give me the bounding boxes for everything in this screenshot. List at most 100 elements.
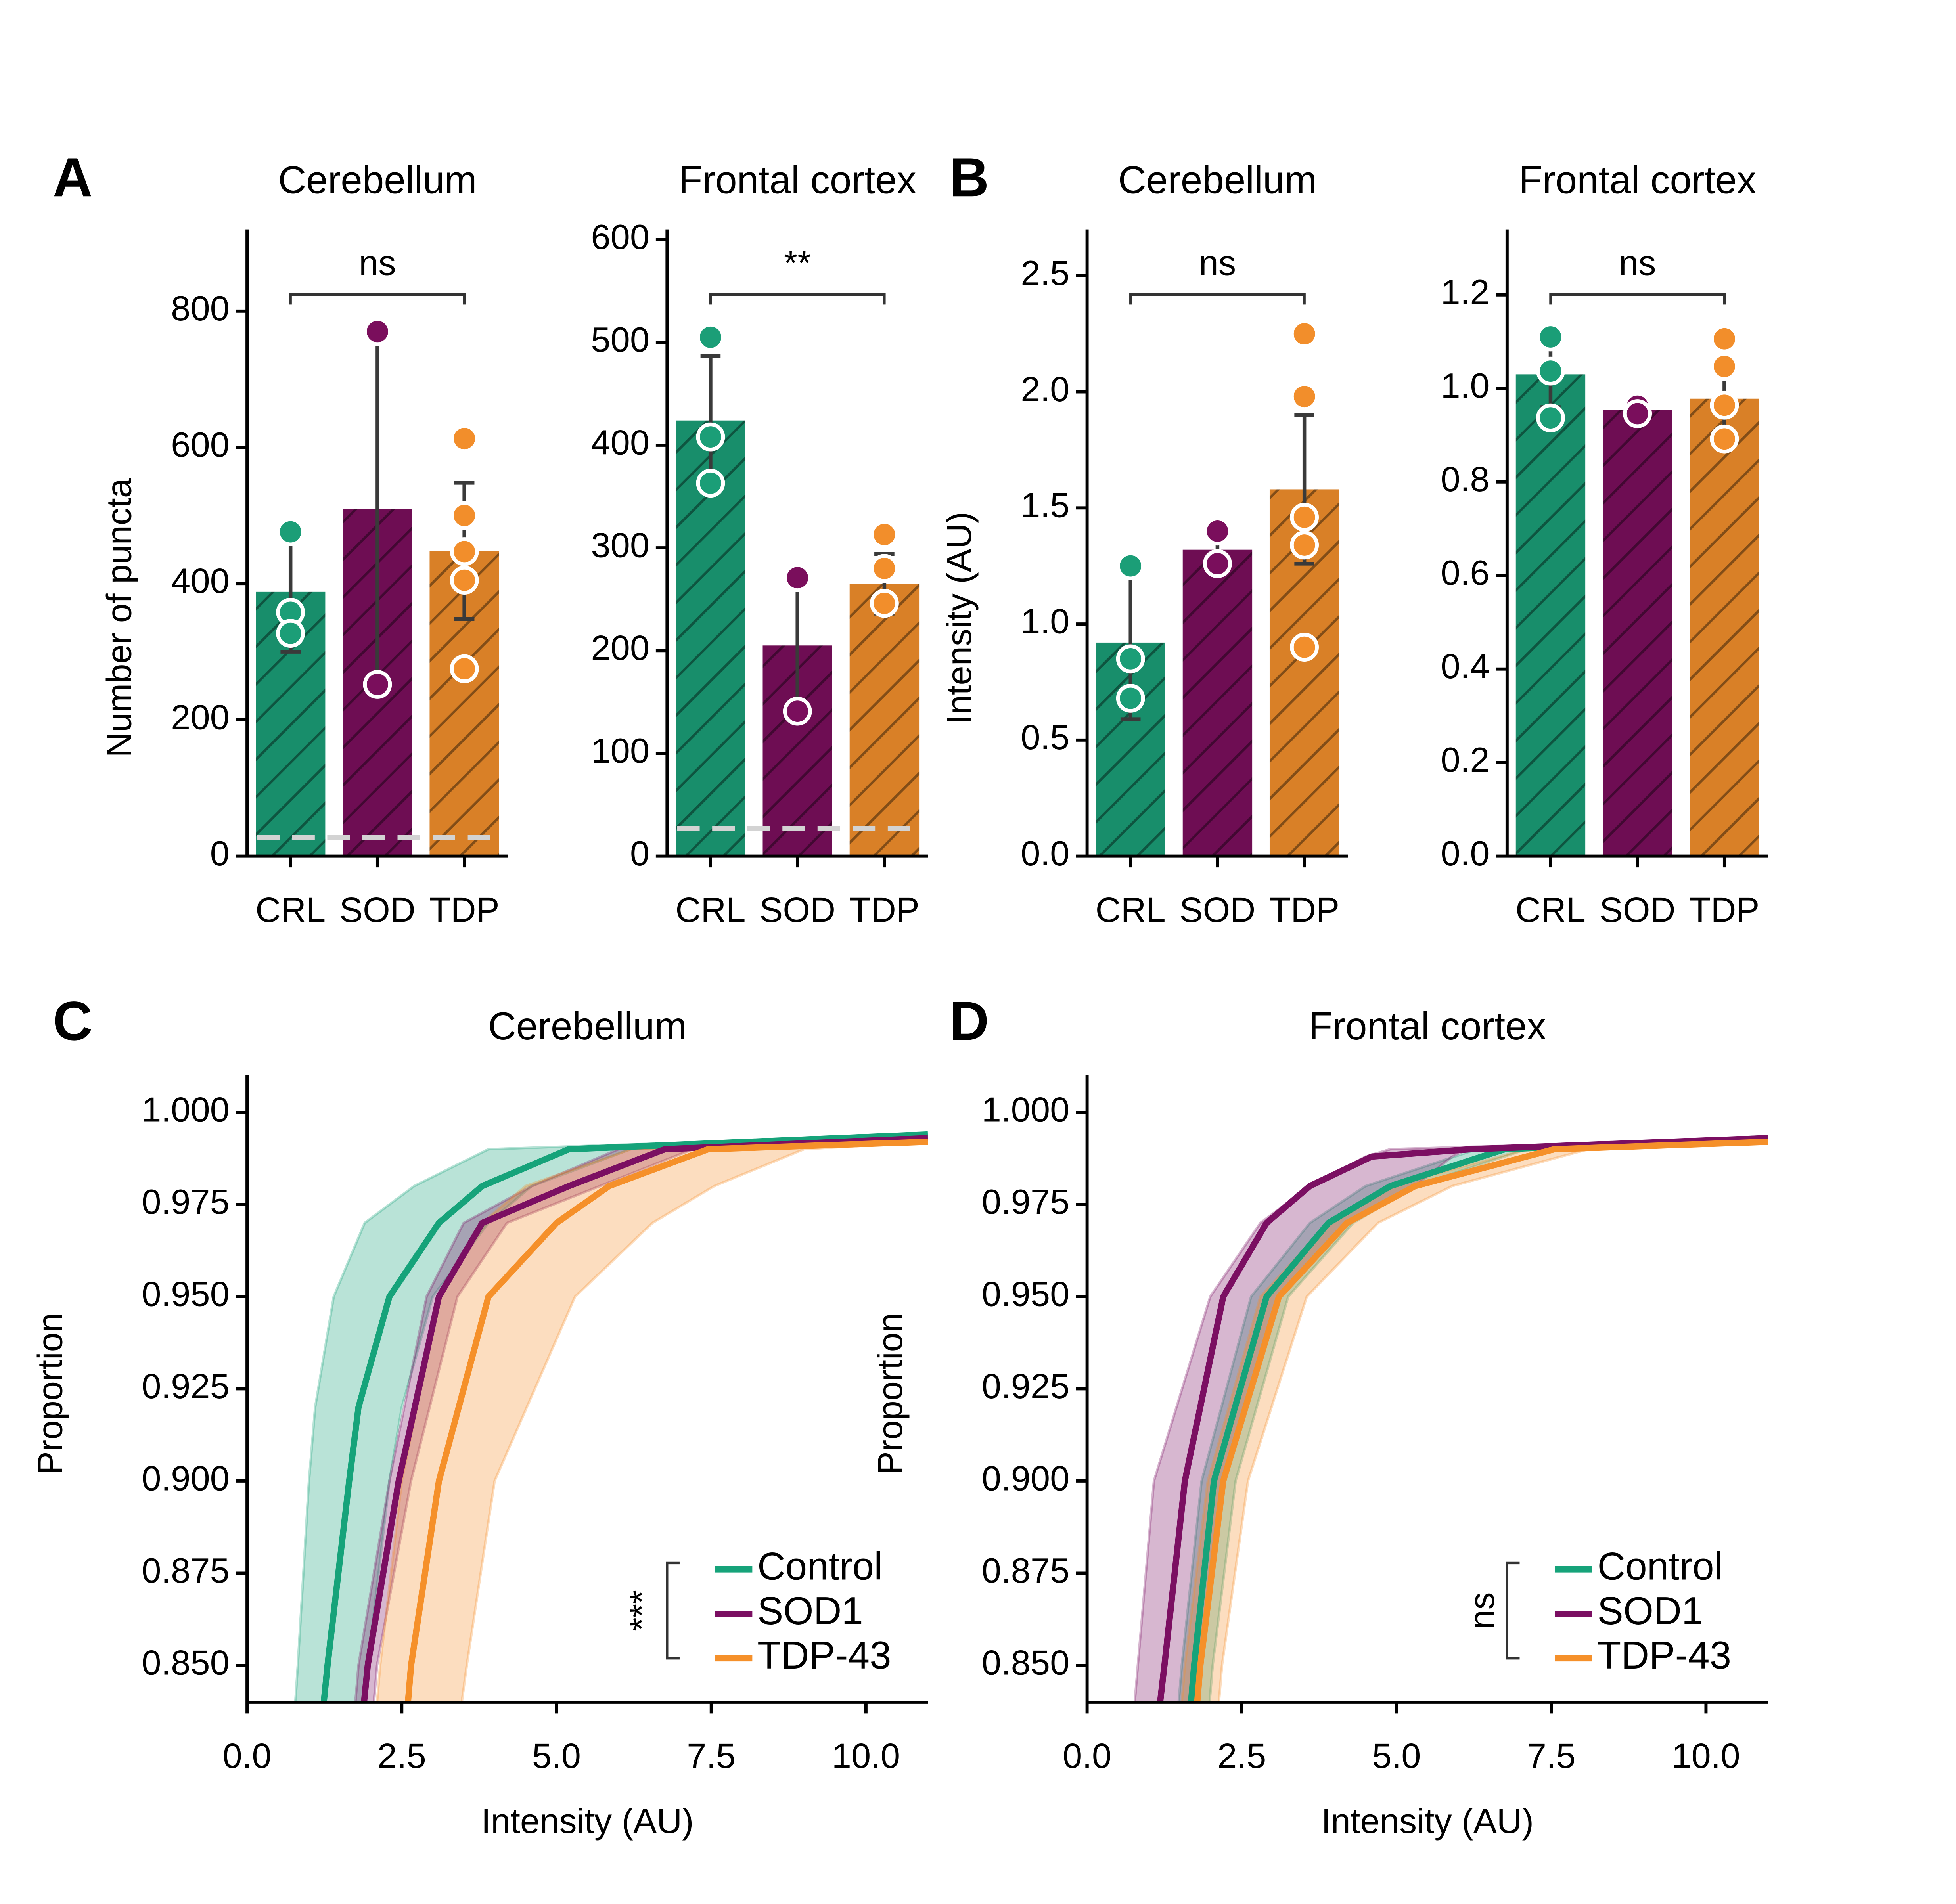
y-tick-label: 1.000 [982, 1090, 1070, 1129]
bar [1182, 549, 1253, 856]
legend-label: SOD1 [757, 1589, 863, 1632]
data-point [1710, 424, 1739, 454]
y-axis-label: Intensity (AU) [939, 512, 979, 724]
x-tick-label: 5.0 [532, 1736, 581, 1776]
plot-area [294, 1131, 928, 1702]
data-point [1536, 356, 1565, 386]
bar [1515, 374, 1586, 856]
y-tick-label: 400 [591, 423, 649, 462]
bar [849, 584, 920, 856]
data-point [1290, 319, 1319, 348]
x-tick-label: 7.5 [1527, 1736, 1576, 1776]
bar [1602, 410, 1672, 856]
x-tick-label: CRL [255, 890, 326, 929]
y-tick-label: 0.925 [982, 1366, 1070, 1406]
data-point [696, 469, 725, 498]
y-tick-label: 1.0 [1021, 601, 1069, 641]
line [1157, 1135, 1768, 1702]
x-tick-label: 2.5 [377, 1736, 426, 1776]
y-tick-label: 0.975 [142, 1182, 230, 1221]
data-point [696, 323, 725, 352]
y-tick-label: 300 [591, 525, 649, 565]
y-tick-label: 0 [630, 834, 649, 873]
x-axis-label: Intensity (AU) [481, 1801, 694, 1841]
x-tick-label: TDP [849, 890, 920, 929]
data-point [696, 422, 725, 452]
chart-title: Frontal cortex [1308, 1004, 1546, 1048]
y-tick-label: 800 [171, 289, 230, 328]
y-axis-label: Proportion [30, 1313, 69, 1475]
chart-title: Cerebellum [278, 158, 477, 202]
x-tick-label: SOD [759, 890, 835, 929]
data-point [363, 317, 392, 346]
y-tick-label: 1.000 [142, 1090, 230, 1129]
data-point [1710, 352, 1739, 381]
y-tick-label: 1.2 [1441, 272, 1490, 312]
x-tick-label: 0.0 [223, 1736, 272, 1776]
panel-label: B [949, 147, 989, 208]
significance-bracket [289, 293, 466, 305]
y-tick-label: 500 [591, 320, 649, 359]
x-tick-label: 10.0 [832, 1736, 900, 1776]
y-tick-label: 200 [591, 628, 649, 668]
bar [1690, 398, 1759, 856]
chart-title: Cerebellum [1118, 158, 1317, 202]
y-tick-label: 2.5 [1021, 253, 1069, 293]
data-point [1536, 322, 1565, 352]
data-point [870, 589, 899, 618]
significance-bracket [1129, 293, 1306, 305]
significance-label: ns [1462, 1592, 1501, 1629]
y-tick-label: 200 [171, 697, 230, 737]
x-tick-label: 5.0 [1372, 1736, 1421, 1776]
x-tick-label: TDP [429, 890, 500, 929]
significance-label: ns [359, 243, 396, 283]
x-tick-label: CRL [1096, 890, 1166, 929]
data-point [1203, 517, 1232, 546]
y-tick-label: 0.950 [982, 1274, 1070, 1313]
y-tick-label: 0.0 [1441, 834, 1490, 873]
chart-title: Frontal cortex [1519, 158, 1756, 202]
chart-title: Frontal cortex [679, 158, 916, 202]
y-tick-label: 0.0 [1021, 834, 1069, 873]
data-point [1290, 633, 1319, 662]
y-tick-label: 400 [171, 561, 230, 601]
plot-area [1133, 1135, 1768, 1702]
chart-title: Cerebellum [488, 1004, 687, 1048]
data-point [450, 501, 479, 530]
data-point [1116, 684, 1145, 713]
y-axis-label: Proportion [870, 1313, 910, 1475]
y-tick-label: 0.850 [142, 1643, 230, 1682]
data-point [1536, 403, 1565, 432]
x-tick-label: SOD [1600, 890, 1676, 929]
y-tick-label: 600 [171, 425, 230, 464]
data-point [1710, 324, 1739, 354]
legend-label: SOD1 [1598, 1589, 1703, 1632]
y-tick-label: 1.0 [1441, 366, 1490, 405]
line [1188, 1135, 1768, 1702]
data-point [870, 520, 899, 549]
significance-bracket [666, 1561, 680, 1660]
x-axis-label: Intensity (AU) [1321, 1801, 1534, 1841]
data-point [1290, 530, 1319, 560]
y-tick-label: 0.875 [142, 1551, 230, 1590]
x-tick-label: 0.0 [1063, 1736, 1111, 1776]
x-tick-label: SOD [1180, 890, 1256, 929]
y-tick-label: 1.5 [1021, 486, 1069, 525]
x-tick-label: 10.0 [1672, 1736, 1740, 1776]
data-point [276, 517, 305, 546]
line [1194, 1139, 1768, 1702]
data-point [450, 654, 479, 683]
significance-bracket [709, 293, 886, 305]
y-tick-label: 2.0 [1021, 369, 1069, 409]
y-tick-label: 0.850 [982, 1643, 1070, 1682]
data-point [1203, 549, 1232, 578]
y-tick-label: 0.900 [982, 1458, 1070, 1498]
data-point [1290, 382, 1319, 411]
y-tick-label: 0.925 [142, 1366, 230, 1406]
significance-label: ns [1199, 243, 1236, 283]
line [361, 1135, 928, 1702]
x-tick-label: CRL [1515, 890, 1586, 929]
significance-label: ns [1619, 243, 1656, 283]
y-tick-label: 0.900 [142, 1458, 230, 1498]
